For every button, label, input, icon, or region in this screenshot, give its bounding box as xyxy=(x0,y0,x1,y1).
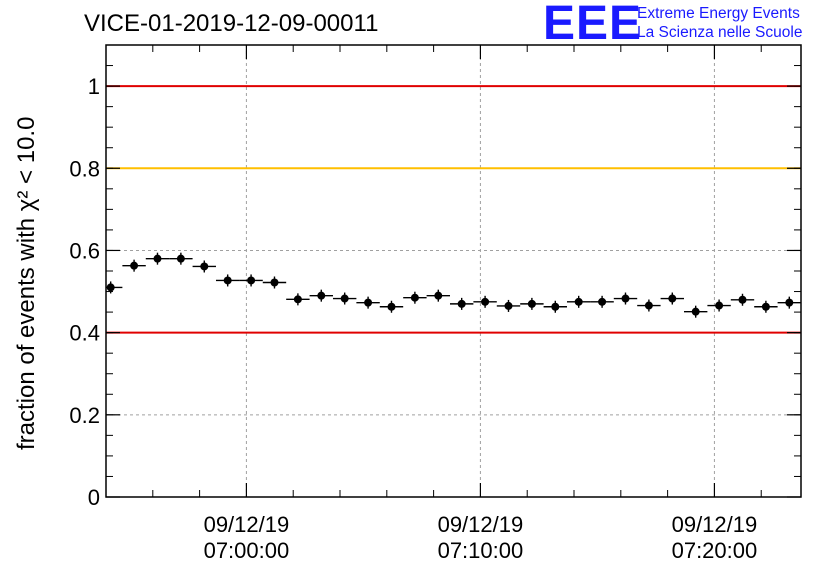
data-point xyxy=(317,291,326,300)
eee-logo-icon: EEE xyxy=(543,0,643,50)
data-point xyxy=(176,254,185,263)
data-point xyxy=(668,294,677,303)
data-point xyxy=(153,254,162,263)
data-point xyxy=(247,276,256,285)
y-tick-label: 0 xyxy=(88,485,100,510)
data-point xyxy=(387,302,396,311)
data-point xyxy=(527,299,536,308)
data-point xyxy=(504,301,513,310)
x-tick-time: 07:20:00 xyxy=(672,538,758,563)
x-tick-time: 07:00:00 xyxy=(204,538,290,563)
data-point xyxy=(644,301,653,310)
y-tick-label: 0.2 xyxy=(69,403,100,428)
x-tick-date: 09/12/19 xyxy=(204,512,290,537)
y-tick-label: 1 xyxy=(88,74,100,99)
logo-caption: Extreme Energy Events La Scienza nelle S… xyxy=(637,4,802,42)
x-tick-date: 09/12/19 xyxy=(672,512,758,537)
x-tick-date: 09/12/19 xyxy=(438,512,524,537)
reference-lines xyxy=(106,85,801,334)
y-tick-label: 0.4 xyxy=(69,321,100,346)
data-point xyxy=(130,261,139,270)
data-point xyxy=(481,297,490,306)
data-point xyxy=(223,276,232,285)
logo-caption-line2: La Scienza nelle Scuole xyxy=(637,24,803,41)
data-point xyxy=(434,291,443,300)
data-point xyxy=(598,297,607,306)
data-point xyxy=(574,297,583,306)
data-point xyxy=(457,299,466,308)
data-points xyxy=(106,252,801,318)
logo-caption-line1: Extreme Energy Events xyxy=(637,5,800,22)
chart-title: VICE-01-2019-12-09-00011 xyxy=(84,10,379,37)
data-point xyxy=(551,302,560,311)
data-point xyxy=(270,278,279,287)
data-point xyxy=(364,298,373,307)
grid-layer xyxy=(106,45,801,497)
data-point xyxy=(340,294,349,303)
plot-frame xyxy=(105,44,802,498)
data-point xyxy=(738,295,747,304)
data-point xyxy=(761,302,770,311)
data-point xyxy=(715,301,724,310)
data-point xyxy=(200,262,209,271)
axis-ticks: 00.20.40.60.8109/12/1907:00:0009/12/1907… xyxy=(69,44,801,563)
y-axis-title: fraction of events with χ² < 10.0 xyxy=(13,117,40,450)
data-point xyxy=(785,298,794,307)
data-point xyxy=(691,307,700,316)
data-point xyxy=(621,294,630,303)
data-point xyxy=(293,295,302,304)
y-axis-title-text: fraction of events with χ² < 10.0 xyxy=(13,117,40,450)
x-tick-time: 07:10:00 xyxy=(438,538,524,563)
data-point xyxy=(106,283,115,292)
y-tick-label: 0.8 xyxy=(69,156,100,181)
data-point xyxy=(410,293,419,302)
y-tick-label: 0.6 xyxy=(69,238,100,263)
